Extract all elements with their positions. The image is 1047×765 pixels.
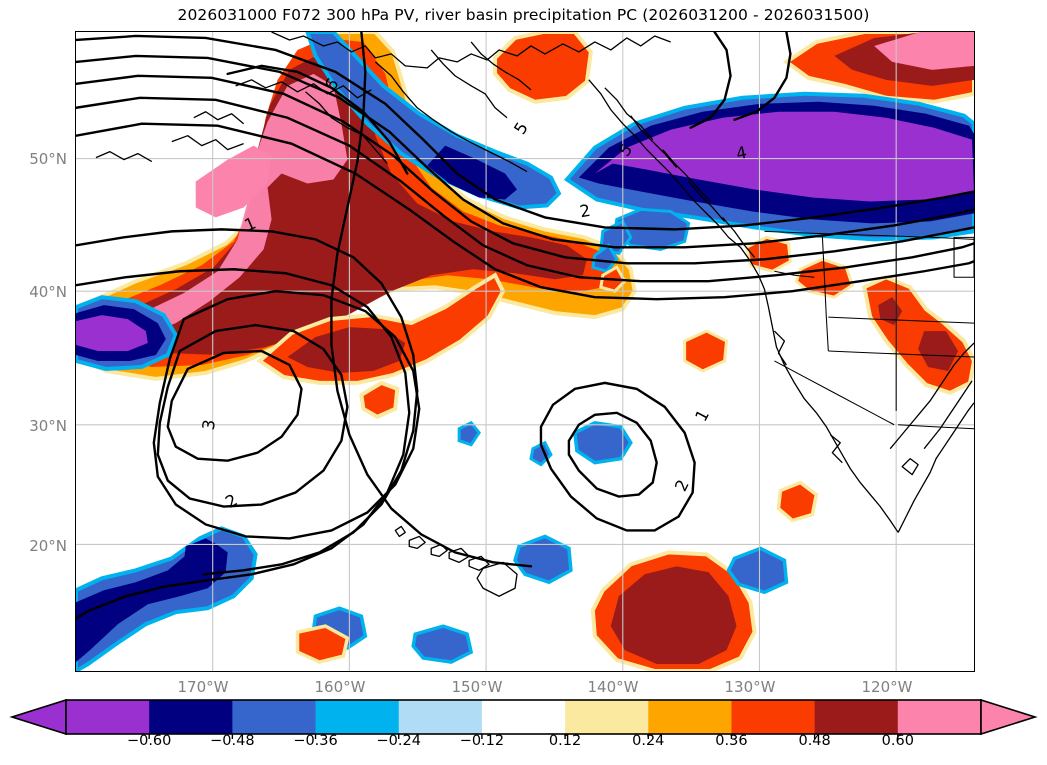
colorbar-swatch bbox=[731, 700, 816, 734]
colorbar-swatch bbox=[814, 700, 899, 734]
colorbar-tick-label: −0.48 bbox=[210, 733, 255, 749]
colorbar-tick-label: −0.24 bbox=[376, 733, 421, 749]
colorbar-swatch bbox=[315, 700, 400, 734]
shade-scattered-blobs bbox=[295, 480, 819, 664]
colorbar-swatch bbox=[565, 700, 649, 734]
x-axis-label-130w: 130°W bbox=[724, 678, 776, 696]
contour-label-1c: 1 bbox=[691, 406, 713, 424]
map-canvas: 6 5 5 4 3 1 2 3 2 1 2 bbox=[76, 32, 974, 671]
colorbar-tick-label: 0.48 bbox=[798, 733, 831, 749]
shade-sw-corner-trough bbox=[76, 526, 258, 671]
colorbar-extend-min bbox=[9, 698, 67, 736]
y-axis-label-40n: 40°N bbox=[29, 283, 67, 301]
colorbar-tick-label: 0.24 bbox=[632, 733, 665, 749]
page-title: 2026031000 F072 300 hPa PV, river basin … bbox=[177, 6, 870, 24]
x-axis-label-140w: 140°W bbox=[587, 678, 639, 696]
political-borders bbox=[764, 230, 974, 430]
colorbar-tick-label: −0.12 bbox=[459, 733, 505, 749]
shade-central-pacific-band bbox=[256, 272, 506, 420]
contour-label-3l: 3 bbox=[199, 418, 219, 431]
colorbar-tick-label: 0.36 bbox=[715, 733, 748, 749]
colorbar-extend-max bbox=[980, 698, 1038, 736]
y-axis-label-30n: 30°N bbox=[29, 417, 67, 435]
y-axis-label-20n: 20°N bbox=[29, 537, 67, 555]
colorbar-swatches bbox=[9, 698, 1038, 739]
x-axis-label-120w: 120°W bbox=[861, 678, 913, 696]
colorbar-swatch bbox=[398, 700, 483, 734]
contour-label-2a: 2 bbox=[578, 201, 592, 222]
pv-contour-lines bbox=[76, 32, 974, 620]
shade-california-nevada bbox=[794, 257, 974, 396]
colorbar-swatch bbox=[648, 700, 732, 734]
colorbar-swatch bbox=[149, 700, 233, 734]
shade-nw-pacific-low bbox=[76, 295, 178, 371]
shade-gulf-of-alaska-east bbox=[493, 32, 593, 104]
colorbar-tick-label: −0.60 bbox=[126, 733, 172, 749]
contour-label-5a: 5 bbox=[510, 119, 532, 138]
contour-label-2c: 2 bbox=[671, 477, 693, 495]
colorbar-tick-label: 0.12 bbox=[548, 733, 582, 749]
map-gridlines bbox=[76, 32, 974, 671]
shade-subtropical-blob bbox=[590, 550, 757, 671]
shade-hawaii-northeast bbox=[457, 420, 633, 467]
map-plot-area[interactable]: 6 5 5 4 3 1 2 3 2 1 2 bbox=[75, 31, 975, 672]
colorbar-tick-label: 0.60 bbox=[881, 733, 914, 749]
colorbar-tick-label: −0.36 bbox=[293, 733, 338, 749]
colorbar-swatch bbox=[897, 700, 982, 734]
colorbar-swatch bbox=[66, 700, 150, 734]
contour-label-4: 4 bbox=[734, 143, 748, 164]
colorbar[interactable]: −0.60 −0.48 −0.36 −0.24 −0.12 0.12 0.24 0.36 0.4… bbox=[0, 697, 1047, 765]
shade-se-alaska-panhandle bbox=[782, 32, 974, 104]
x-axis-label-170w: 170°W bbox=[177, 678, 229, 696]
x-axis-label-150w: 150°W bbox=[451, 678, 503, 696]
contour-label-2l: 2 bbox=[222, 490, 241, 512]
shade-british-columbia-pv-anomaly bbox=[563, 91, 974, 242]
colorbar-swatch bbox=[232, 700, 316, 734]
colorbar-swatch bbox=[481, 700, 566, 734]
y-axis-label-50n: 50°N bbox=[29, 150, 67, 168]
x-axis-label-160w: 160°W bbox=[314, 678, 366, 696]
